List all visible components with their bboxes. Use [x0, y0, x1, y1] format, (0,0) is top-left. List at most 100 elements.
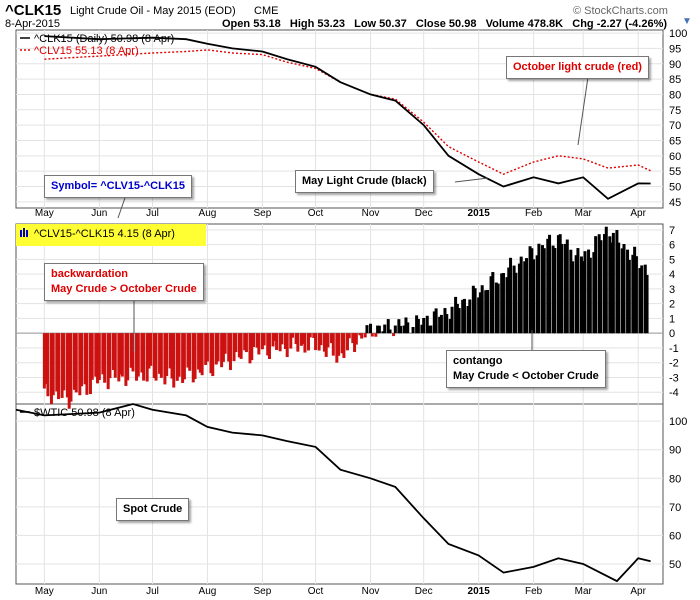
x-tick-label: Dec [415, 586, 433, 597]
spread-bar [376, 325, 380, 334]
exchange-label: CME [254, 5, 279, 17]
y-tick-label: 90 [669, 59, 681, 71]
spread-bar [645, 274, 649, 334]
spread-bar [211, 333, 215, 377]
spread-bar [571, 261, 575, 334]
x-tick-label: Jul [146, 208, 159, 219]
callout-pointer [454, 177, 489, 183]
y-tick-label: 70 [669, 120, 681, 132]
spread-bar [88, 333, 92, 395]
spread-bar [505, 277, 509, 334]
legend-text: ^CLK15 (Daily) 50.98 (8 Apr) [34, 33, 174, 45]
spread-bar [124, 333, 128, 386]
spread-bar [289, 333, 293, 349]
spread-bar [354, 333, 358, 345]
spread-bar [326, 333, 330, 348]
legend-text: $WTIC 50.98 (8 Apr) [34, 407, 135, 419]
spread-bar [532, 259, 536, 334]
spread-bar [434, 308, 438, 334]
spread-bar [404, 317, 408, 334]
spread-bar [438, 316, 442, 334]
spread-bar [74, 333, 78, 393]
x-tick-label: Jun [91, 208, 107, 219]
spread-bar [303, 333, 307, 353]
spread-bar [188, 333, 192, 371]
spread-bar [113, 333, 117, 378]
spread-bar [46, 333, 50, 397]
high-value: 53.23 [317, 18, 345, 30]
callout-contango: contango May Crude < October Crude [446, 350, 606, 388]
spread-bar [214, 333, 218, 365]
callout-backwardation: backwardation May Crude > October Crude [44, 263, 204, 301]
spread-bar [583, 251, 587, 334]
spread-bar [96, 333, 100, 384]
spread-bar [322, 333, 326, 352]
spread-bar [551, 245, 555, 334]
spread-bar [478, 292, 482, 334]
spread-bar [358, 333, 362, 336]
watermark: © StockCharts.com [573, 5, 668, 17]
x-tick-label: Apr [630, 208, 646, 219]
spread-bar [523, 261, 527, 334]
spread-bar [546, 238, 550, 334]
y-tick-label: -4 [669, 387, 679, 399]
spread-bar [592, 252, 596, 334]
spread-bar [363, 333, 367, 338]
spread-bar [182, 333, 186, 380]
spread-bar [374, 333, 378, 337]
spread-bar [271, 333, 275, 347]
spread-bar [496, 283, 500, 334]
spread-bar [312, 333, 316, 338]
x-tick-label: Sep [253, 208, 271, 219]
spread-bar [85, 333, 89, 395]
spread-bar [145, 333, 149, 382]
spread-bar [381, 331, 385, 334]
legend-swatch [26, 230, 28, 237]
spread-bar [142, 333, 146, 381]
spread-bar [232, 333, 236, 362]
y-tick-label: 100 [669, 28, 687, 40]
spread-bar [147, 333, 151, 369]
spread-bar [101, 333, 105, 375]
spread-bar [237, 333, 241, 358]
callout-spot: Spot Crude [116, 498, 190, 521]
spread-bar [106, 333, 110, 390]
spread-bar [445, 314, 449, 334]
spread-bar [480, 285, 484, 334]
spread-bar [537, 243, 541, 334]
legend-swatch [20, 230, 22, 237]
spread-bar [540, 245, 544, 334]
y-tick-label: 0 [669, 328, 675, 340]
spread-bar [278, 333, 282, 352]
spread-bar [44, 333, 48, 385]
spread-bar [462, 298, 466, 334]
spread-bar [331, 333, 335, 356]
spread-bar [159, 333, 163, 378]
spread-bar [175, 333, 179, 381]
spread-bar [386, 319, 390, 334]
spread-bar [530, 248, 534, 334]
x-tick-label: Dec [415, 208, 433, 219]
y-tick-label: 50 [669, 182, 681, 194]
spread-bar [484, 290, 488, 334]
spread-bar [560, 243, 564, 334]
spread-bar [615, 230, 619, 334]
y-tick-label: 5 [669, 254, 675, 266]
spread-bar [283, 333, 287, 349]
spread-bar [535, 255, 539, 334]
chevron-down-icon[interactable]: ▼ [682, 16, 692, 27]
spread-bar [273, 333, 277, 342]
y-tick-label: -1 [669, 343, 679, 355]
spread-bar [588, 257, 592, 334]
spread-bar [65, 333, 69, 398]
spread-bar [177, 333, 181, 377]
spread-bar [131, 333, 135, 372]
spread-bar [468, 299, 472, 334]
spread-bar [594, 236, 598, 334]
series-line-may [44, 35, 651, 200]
x-tick-label: May [35, 586, 54, 597]
close-value: 50.98 [448, 18, 477, 30]
callout-pointer [577, 76, 589, 146]
spread-bar [633, 246, 637, 334]
spread-bar [216, 333, 220, 362]
